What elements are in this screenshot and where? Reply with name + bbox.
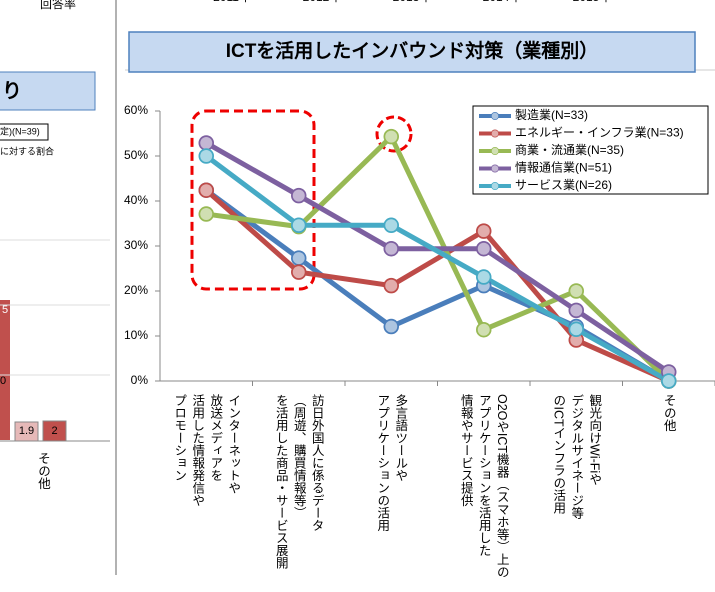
legend-marker-highlight xyxy=(491,112,499,120)
legend-marker-highlight xyxy=(491,165,499,172)
marker-highlight xyxy=(385,130,398,143)
category-label: その他 xyxy=(36,452,50,490)
banner: り xyxy=(2,80,22,102)
y-tick-label: 10% xyxy=(124,328,148,342)
marker-highlight xyxy=(292,189,305,202)
marker-highlight xyxy=(570,334,583,347)
marker-highlight xyxy=(570,285,583,297)
x-tick-label: 訪日外国人に係るデータ （周遊、購買情報等） を活用した商品・サービス展開 xyxy=(273,394,324,569)
marker-highlight xyxy=(200,184,213,197)
cut-label: 0 xyxy=(0,375,6,387)
year-label: 2015年 xyxy=(573,0,612,4)
marker-highlight xyxy=(477,271,490,284)
caption: 回答率 xyxy=(40,0,76,11)
cut-label: 5 xyxy=(2,304,8,316)
year-label: 2011年 xyxy=(213,0,251,4)
highlight xyxy=(190,109,316,291)
bar-label: 2 xyxy=(51,425,57,437)
legend-marker-highlight xyxy=(491,147,499,155)
legend-label: 情報通信業(N=51) xyxy=(515,161,612,175)
legend-marker-highlight xyxy=(491,130,499,137)
marker-highlight xyxy=(200,150,213,162)
year-label: 2014年 xyxy=(483,0,522,4)
note: 定)(N=39) xyxy=(0,125,40,136)
marker-highlight xyxy=(385,320,398,333)
legend-marker-highlight xyxy=(491,182,499,190)
subnote: に対する割合 xyxy=(0,145,54,156)
series-line xyxy=(204,153,670,384)
y-tick-label: 20% xyxy=(124,283,148,297)
marker-highlight xyxy=(385,242,398,255)
marker-highlight xyxy=(385,219,398,232)
banner-box xyxy=(0,71,96,111)
title-box xyxy=(128,31,696,73)
legend-label: エネルギー・インフラ業(N=33) xyxy=(515,126,684,140)
highlight xyxy=(375,115,413,153)
legend-box xyxy=(472,105,709,195)
marker-highlight xyxy=(385,279,398,292)
x-tick-label: その他 xyxy=(661,394,676,432)
marker-highlight xyxy=(292,266,305,279)
marker-highlight xyxy=(477,225,490,238)
legend-label: サービス業(N=26) xyxy=(515,178,612,192)
series-line xyxy=(204,188,670,384)
marker-highlight xyxy=(477,242,490,255)
note-box xyxy=(0,123,49,141)
bar-label: 1.9 xyxy=(19,425,34,437)
year-label: 2013年 xyxy=(393,0,432,4)
marker-highlight xyxy=(477,323,490,336)
bar xyxy=(42,420,67,442)
x-tick-label: インターネットや 放送メディアを 活用した情報発信や プロモーション xyxy=(172,394,241,507)
legend-label: 商業・流通業(N=35) xyxy=(515,142,624,157)
chart-title: ICTを活用したインバウンド対策（業種別） xyxy=(226,39,599,62)
marker-highlight xyxy=(662,375,675,387)
year-label: 2012年 xyxy=(303,0,342,4)
y-tick-label: 50% xyxy=(124,148,148,162)
marker-highlight xyxy=(200,136,213,149)
legend-label: 製造業(N=33) xyxy=(515,108,588,122)
bar xyxy=(14,421,39,442)
x-tick-label: 多言語ツールや アプリケーションの活用 xyxy=(375,394,408,532)
y-tick-label: 0% xyxy=(131,373,149,387)
marker-highlight xyxy=(292,252,305,265)
y-tick-label: 60% xyxy=(124,103,148,117)
marker-highlight xyxy=(200,208,213,221)
cut-bar xyxy=(0,300,10,440)
x-tick-label: 観光向けWi-Fiや デジタルサイネージ等 のICTインフラの活用 xyxy=(551,394,602,519)
marker-highlight xyxy=(292,219,305,232)
y-tick-label: 40% xyxy=(124,193,148,207)
x-tick-label: O2OやICT機器（スマホ等）上の アプリケーションを活用した 情報やサービス提… xyxy=(458,394,509,579)
y-tick-label: 30% xyxy=(124,238,148,252)
marker-highlight xyxy=(570,304,583,317)
marker-highlight xyxy=(570,323,583,336)
series-line xyxy=(205,134,671,383)
